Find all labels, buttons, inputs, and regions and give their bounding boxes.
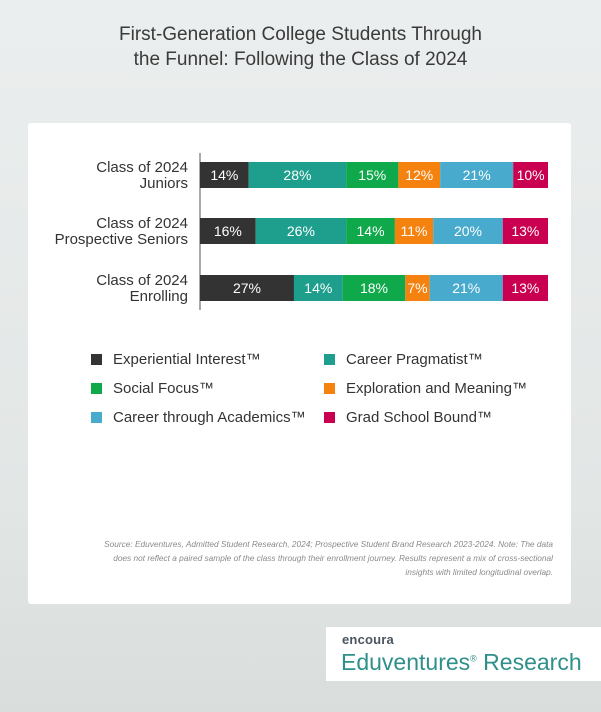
category-label: Class of 2024 [96,215,188,232]
data-label: 21% [452,280,480,296]
bar-segment [200,218,256,244]
bar-segment [200,275,294,301]
bar-segment [248,162,347,188]
eduventures-research-logo: Eduventures® Research [341,649,582,676]
encoura-logo: encoura [342,632,394,647]
data-label: 14% [210,167,238,183]
bar-segment [200,162,249,188]
bar-segment [440,162,514,188]
bar-segment [394,218,434,244]
bar-segment [293,275,343,301]
bar-segment [502,275,548,301]
data-label: 26% [287,223,315,239]
category-label: Class of 2024 [96,272,188,289]
bar-segment [346,218,395,244]
category-label: Juniors [140,175,188,192]
data-label: 20% [454,223,482,239]
data-label: 21% [463,167,491,183]
data-label: 27% [233,280,261,296]
bar-segment [405,275,430,301]
data-label: 15% [358,167,386,183]
bar-segment [433,218,503,244]
category-label: Prospective Seniors [55,231,188,248]
data-label: 18% [360,280,388,296]
data-label: 16% [214,223,242,239]
data-label: 28% [283,167,311,183]
eduventures-word: Eduventures [341,649,471,675]
bar-segment [255,218,347,244]
chart-title: First-Generation College Students Throug… [0,22,601,72]
registered-mark: ® [470,653,477,664]
data-label: 13% [511,223,539,239]
bar-segment [513,162,548,188]
data-label: 14% [357,223,385,239]
brand-logo: encoura Eduventures® Research [326,627,601,681]
data-label: 10% [517,167,545,183]
data-label: 14% [304,280,332,296]
bar-segment [346,162,399,188]
data-label: 11% [401,223,428,239]
research-word: Research [483,649,582,675]
category-label: Class of 2024 [96,159,188,176]
source-note: Source: Eduventures, Admitted Student Re… [104,539,553,577]
data-label: 13% [511,280,539,296]
title-line-1: First-Generation College Students Throug… [119,24,482,45]
bar-segment [342,275,406,301]
category-label: Enrolling [130,288,188,305]
bar-segment [398,162,441,188]
data-label: 7% [407,280,427,296]
title-line-2: the Funnel: Following the Class of 2024 [133,49,468,70]
bar-segment [502,218,548,244]
bar-segment [429,275,503,301]
chart-card: Class of 2024 Juniors 14% 28% 15% 12% 21% 10% Cl… [28,123,571,604]
data-label: 12% [405,167,433,183]
